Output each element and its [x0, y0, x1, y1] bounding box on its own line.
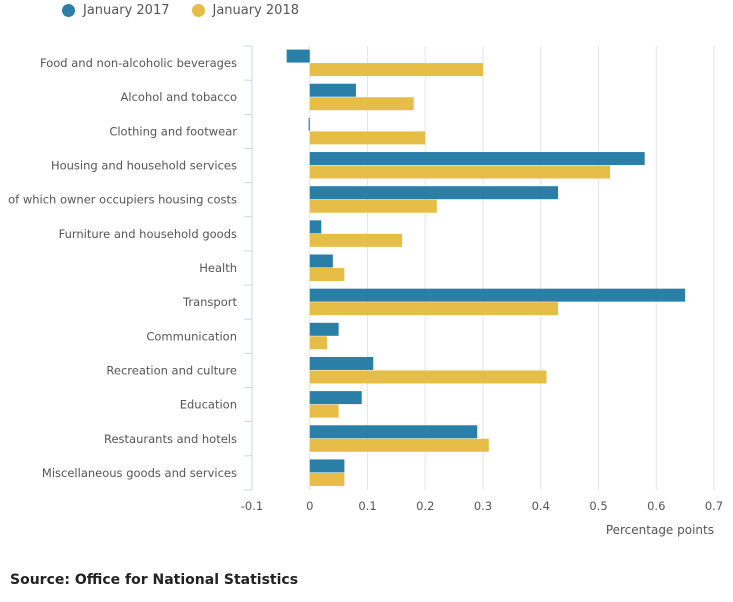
- bar-january-2017[interactable]: [309, 356, 374, 370]
- legend-marker-icon: [191, 4, 205, 17]
- bar-january-2017[interactable]: [309, 459, 345, 473]
- bar-january-2017[interactable]: [309, 391, 362, 405]
- category-label: of which owner occupiers housing costs: [8, 193, 237, 207]
- category-label: Communication: [146, 329, 237, 343]
- bar-january-2017[interactable]: [309, 254, 333, 268]
- category-label: Housing and household services: [51, 159, 237, 173]
- bar-january-2018[interactable]: [309, 131, 426, 145]
- bar-january-2018[interactable]: [309, 370, 547, 384]
- x-tick-label: 0: [306, 499, 313, 513]
- bar-january-2017[interactable]: [309, 425, 478, 439]
- bar-january-2017[interactable]: [309, 322, 339, 336]
- bar-january-2017[interactable]: [309, 186, 559, 200]
- category-label: Alcohol and tobacco: [121, 90, 237, 104]
- x-tick-label: 0.1: [358, 499, 376, 513]
- gridlines: [309, 46, 715, 490]
- bar-january-2018[interactable]: [309, 199, 437, 213]
- bar-january-2018[interactable]: [309, 336, 328, 350]
- legend-label: January 2018: [212, 3, 300, 18]
- category-label: Clothing and footwear: [109, 124, 237, 138]
- x-tick-label: 0.7: [705, 499, 723, 513]
- bar-january-2018[interactable]: [309, 97, 414, 111]
- bar-january-2018[interactable]: [309, 268, 345, 281]
- bar-january-2017[interactable]: [309, 83, 356, 97]
- x-axis: -0.1 0 0.1 0.2 0.3 0.4 0.5 0.6 0.7: [241, 499, 723, 513]
- x-tick-label: 0.3: [474, 499, 492, 513]
- bar-january-2017[interactable]: [286, 49, 310, 63]
- category-label: Education: [180, 398, 237, 412]
- legend-label: January 2017: [83, 3, 170, 18]
- legend-marker-icon: [62, 4, 75, 17]
- y-axis: Food and non-alcoholic beverages Alcohol …: [8, 45, 253, 491]
- x-tick-label: 0.6: [647, 499, 665, 513]
- category-label: Furniture and household goods: [59, 227, 237, 241]
- category-label: Food and non-alcoholic beverages: [40, 56, 237, 70]
- x-axis-title: Percentage points: [606, 523, 714, 537]
- bar-january-2018[interactable]: [309, 404, 339, 418]
- category-label: Transport: [182, 295, 237, 309]
- bars: [286, 49, 686, 486]
- chart-legend: January 2017 January 2018: [62, 3, 321, 18]
- category-label: Restaurants and hotels: [104, 432, 237, 446]
- bar-january-2018[interactable]: [309, 302, 559, 316]
- legend-item-january-2018[interactable]: January 2018: [191, 3, 300, 18]
- bar-january-2018[interactable]: [309, 472, 345, 486]
- x-tick-label: 0.4: [532, 499, 550, 513]
- bar-january-2017[interactable]: [309, 152, 645, 166]
- bar-january-2018[interactable]: [309, 165, 611, 179]
- x-tick-label: 0.5: [589, 499, 607, 513]
- bar-january-2018[interactable]: [309, 438, 489, 452]
- bar-january-2018[interactable]: [309, 233, 403, 247]
- category-label: Miscellaneous goods and services: [42, 466, 237, 480]
- bar-january-2018[interactable]: [309, 63, 483, 77]
- bar-january-2017[interactable]: [309, 220, 322, 234]
- source-note: Source: Office for National Statistics: [10, 572, 299, 588]
- bar-chart: Food and non-alcoholic beverages Alcohol …: [8, 45, 723, 537]
- bar-january-2017[interactable]: [308, 117, 310, 131]
- category-label: Recreation and culture: [106, 363, 237, 377]
- legend-item-january-2017[interactable]: January 2017: [62, 3, 170, 18]
- bar-january-2017[interactable]: [309, 288, 686, 302]
- x-tick-label: -0.1: [241, 499, 263, 513]
- x-tick-label: 0.2: [416, 499, 434, 513]
- category-label: Health: [199, 261, 237, 275]
